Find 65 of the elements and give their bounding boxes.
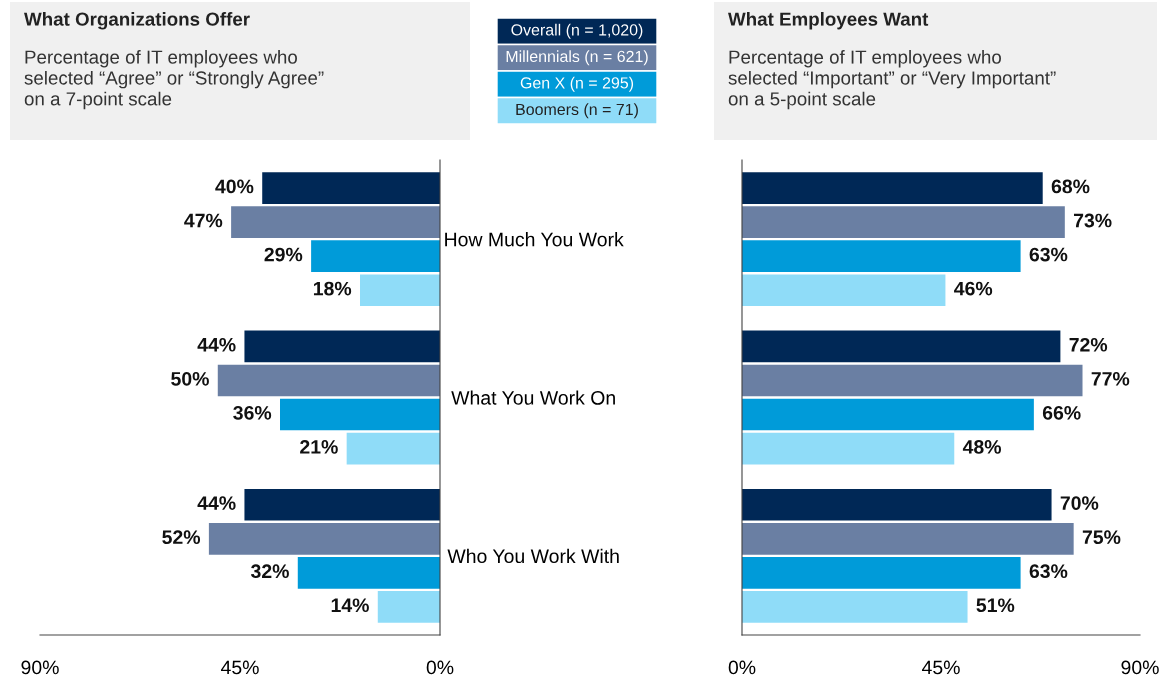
data-label: 66%: [1042, 405, 1081, 420]
data-label: 29%: [264, 247, 303, 262]
bar: [297, 557, 440, 589]
bar: [280, 398, 440, 431]
text: Gen X (n = 295): [520, 76, 634, 92]
bar: [742, 330, 1061, 363]
bar: [311, 240, 440, 273]
data-label: 46%: [954, 281, 993, 296]
bar: [244, 330, 440, 363]
bar: [742, 172, 1043, 204]
data-label: 72%: [1069, 337, 1108, 352]
data-label: 40%: [215, 179, 254, 194]
data-label: 36%: [233, 405, 272, 420]
bar: [217, 364, 440, 397]
data-label: 52%: [162, 530, 201, 545]
bar: [742, 432, 955, 465]
data-label: 48%: [962, 440, 1002, 454]
data-label: 75%: [1082, 530, 1121, 545]
x-tick-label: 90%: [1121, 660, 1159, 675]
data-label: 50%: [171, 371, 209, 386]
chart-subtitle: Percentage of IT employees who selected “Important” or “Very Important” on a 5-point scale: [728, 50, 1056, 110]
data-label: 70%: [1060, 496, 1099, 510]
chart-title: What Employees Want: [728, 12, 929, 30]
bar: [742, 591, 968, 623]
bar: [742, 522, 1074, 555]
data-label: 68%: [1051, 179, 1090, 194]
text: Boomers (n = 71): [516, 103, 638, 119]
bar: [377, 591, 440, 623]
data-label: 47%: [184, 213, 223, 228]
bar: [244, 488, 440, 521]
data-label: 44%: [197, 496, 236, 510]
bar: [742, 557, 1021, 589]
data-label: 44%: [197, 337, 236, 352]
y-tick-label: Who You Work With: [447, 548, 619, 564]
data-label: 77%: [1091, 371, 1130, 386]
text: Overall (n = 1,020): [511, 23, 643, 39]
bar: [262, 172, 440, 204]
data-label: 32%: [250, 564, 289, 579]
bar: [360, 274, 440, 307]
x-tick-label: 45%: [220, 660, 259, 675]
bar: [742, 398, 1034, 431]
bar: [346, 432, 440, 465]
bar: [742, 488, 1052, 521]
bar: [208, 522, 440, 555]
data-label: 63%: [1029, 247, 1068, 262]
data-label: 21%: [300, 440, 338, 454]
bar: [742, 240, 1021, 273]
bar: [742, 206, 1065, 238]
data-label: 73%: [1073, 213, 1112, 228]
data-label: 14%: [331, 598, 369, 613]
x-tick-label: 0%: [426, 660, 454, 675]
data-label: 18%: [313, 281, 352, 296]
y-tick-label: What You Work On: [451, 390, 615, 405]
chart-title: What Organizations Offer: [24, 12, 250, 30]
chart-subtitle: Percentage of IT employees who selected “Agree” or “Strongly Agree” on a 7-point scale: [24, 50, 324, 110]
x-tick-label: 0%: [728, 660, 756, 675]
x-tick-label: 45%: [921, 660, 960, 675]
data-label: 51%: [976, 598, 1015, 613]
data-label: 63%: [1029, 564, 1068, 579]
y-tick-label: How Much You Work: [445, 232, 624, 247]
bar: [742, 274, 946, 307]
bar: [742, 364, 1083, 397]
bar: [231, 206, 440, 238]
text: Millennials (n = 621): [506, 50, 648, 66]
x-tick-label: 90%: [21, 660, 59, 675]
